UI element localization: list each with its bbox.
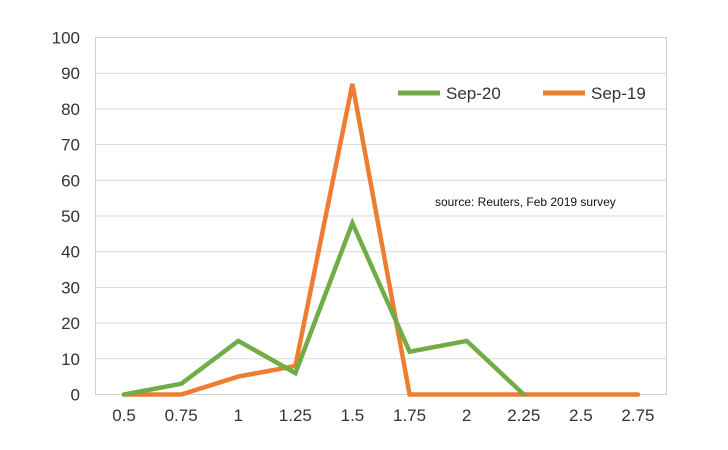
x-tick-label: 1.75: [393, 406, 426, 425]
x-tick-label: 1: [234, 406, 243, 425]
y-tick-label: 90: [61, 64, 80, 83]
y-tick-label: 0: [71, 386, 80, 405]
x-tick-label: 1.25: [279, 406, 312, 425]
x-tick-label: 0.5: [112, 406, 136, 425]
y-tick-label: 60: [61, 171, 80, 190]
y-tick-label: 30: [61, 278, 80, 297]
x-tick-label: 2.75: [621, 406, 654, 425]
x-tick-label: 2.25: [507, 406, 540, 425]
y-tick-label: 70: [61, 136, 80, 155]
x-tick-label: 2.5: [569, 406, 593, 425]
x-tick-label: 1.5: [341, 406, 365, 425]
x-tick-label: 0.75: [165, 406, 198, 425]
series-line-sep-20: [121, 217, 527, 397]
x-tick-label: 2: [462, 406, 471, 425]
y-tick-label: 40: [61, 243, 80, 262]
series-group: [121, 83, 641, 397]
gridlines: [95, 72, 667, 360]
source-annotation: source: Reuters, Feb 2019 survey: [435, 195, 616, 209]
y-tick-label: 10: [61, 350, 80, 369]
x-axis: 0.5 0.75 1 1.25 1.5 1.75 2 2.25 2.5 2.75: [112, 406, 654, 425]
y-tick-label: 20: [61, 314, 80, 333]
y-tick-label: 100: [52, 29, 80, 48]
y-tick-label: 50: [61, 207, 80, 226]
legend: Sep-20 Sep-19: [398, 84, 646, 103]
series-line-sep-19: [121, 83, 641, 397]
y-tick-label: 80: [61, 100, 80, 119]
y-axis: 0 10 20 30 40 50 60 70 80 90 100: [52, 29, 80, 405]
legend-label-sep-19: Sep-19: [591, 84, 646, 103]
legend-label-sep-20: Sep-20: [446, 84, 501, 103]
